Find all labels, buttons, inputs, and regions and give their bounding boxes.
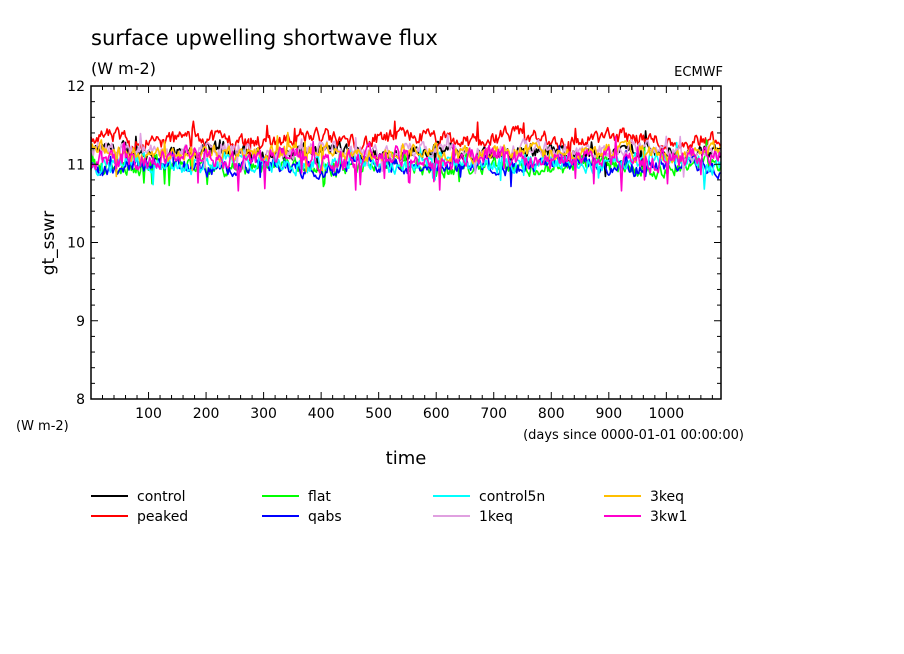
x-tick-label: 900 [595, 406, 622, 422]
legend-label-flat: flat [308, 489, 331, 505]
x-tick-label: 800 [538, 406, 565, 422]
x-axis-units: (days since 0000-01-01 00:00:00) [523, 428, 744, 443]
legend-label-3keq: 3keq [650, 489, 684, 505]
x-tick-label: 300 [250, 406, 277, 422]
series-lines [90, 120, 722, 192]
legend-label-1keq: 1keq [479, 509, 513, 525]
legend-label-qabs: qabs [308, 509, 342, 525]
y-tick-label: 9 [76, 314, 85, 330]
x-tick-label: 1000 [649, 406, 685, 422]
series-line-control5n [90, 141, 722, 190]
legend-label-peaked: peaked [137, 509, 188, 525]
y-tick-label: 8 [76, 392, 85, 408]
x-axis: 100 200 300 400 500 600 700 800 900 1000 [102, 86, 713, 422]
legend-label-control: control [137, 489, 186, 505]
title-units: (W m-2) [91, 59, 156, 78]
y-axis-units: (W m-2) [16, 419, 69, 434]
legend: control flat control5n 3keq peaked qabs 1keq 3k… [91, 489, 687, 525]
x-tick-label: 400 [308, 406, 335, 422]
legend-label-3kw1: 3kw1 [650, 509, 687, 525]
y-axis: 8 9 10 11 12 [67, 79, 721, 408]
y-tick-label: 11 [67, 157, 85, 173]
series-line-flat [90, 139, 722, 188]
x-axis-label: time [386, 448, 427, 469]
y-axis-label: gt_sswr [39, 211, 59, 276]
series-line-3kw1 [90, 135, 722, 192]
x-tick-label: 600 [423, 406, 450, 422]
x-tick-label: 100 [135, 406, 162, 422]
y-tick-label: 12 [67, 79, 85, 95]
x-tick-label: 700 [480, 406, 507, 422]
legend-label-control5n: control5n [479, 489, 545, 505]
source-label: ECMWF [674, 65, 723, 80]
y-tick-label: 10 [67, 236, 85, 252]
series-line-qabs [90, 145, 722, 188]
x-tick-label: 500 [365, 406, 392, 422]
x-tick-label: 200 [193, 406, 220, 422]
chart-title: surface upwelling shortwave flux [91, 26, 438, 50]
